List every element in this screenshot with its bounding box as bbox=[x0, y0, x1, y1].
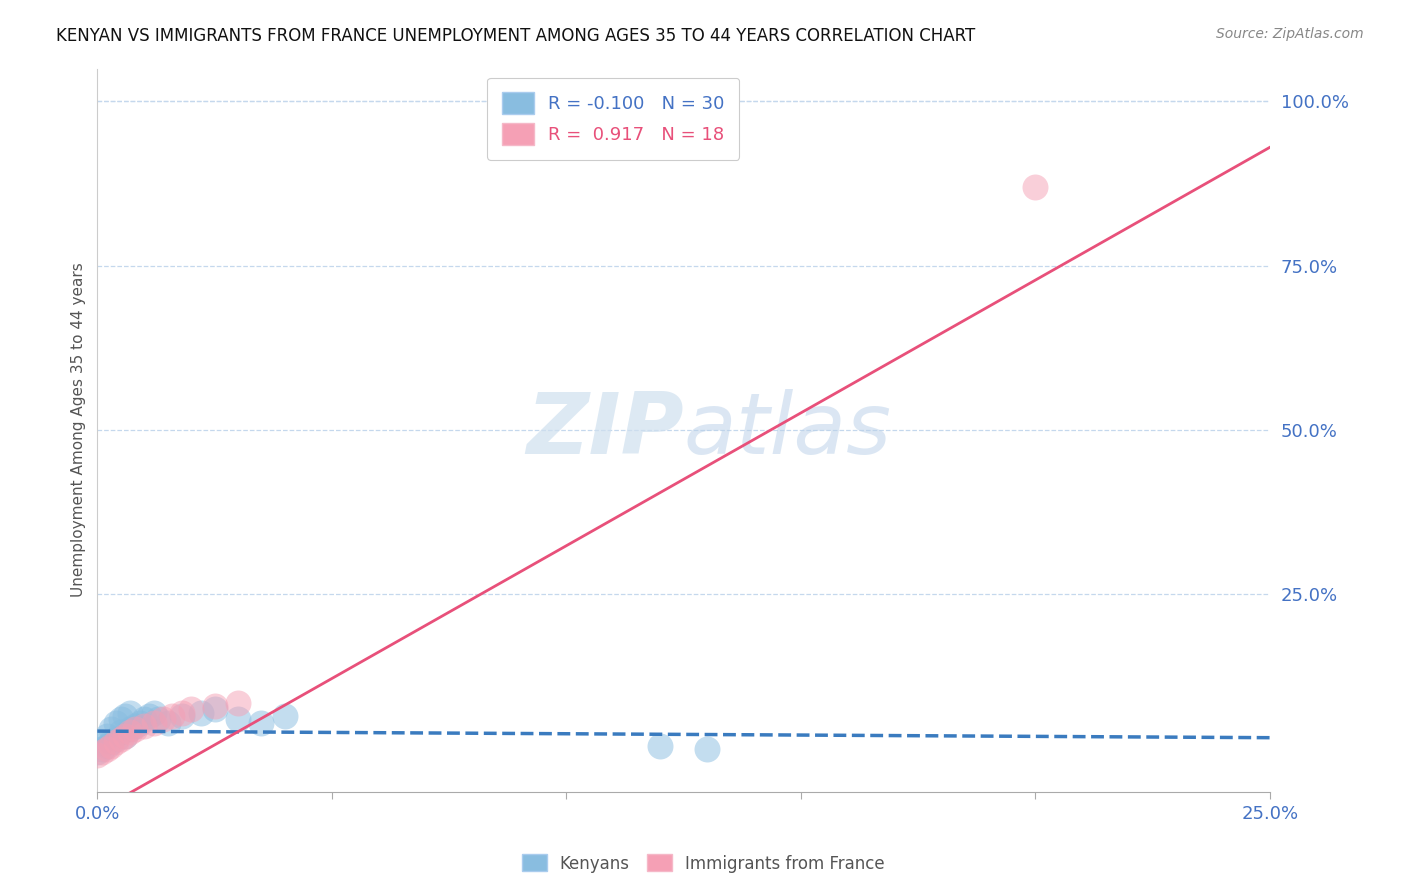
Point bbox=[114, 729, 136, 743]
Point bbox=[120, 706, 142, 720]
Point bbox=[142, 706, 165, 720]
Point bbox=[274, 709, 297, 723]
Text: KENYAN VS IMMIGRANTS FROM FRANCE UNEMPLOYMENT AMONG AGES 35 TO 44 YEARS CORRELAT: KENYAN VS IMMIGRANTS FROM FRANCE UNEMPLO… bbox=[56, 27, 976, 45]
Point bbox=[648, 739, 671, 753]
Point bbox=[105, 715, 128, 730]
Point bbox=[142, 715, 165, 730]
Point bbox=[134, 712, 156, 726]
Point bbox=[114, 729, 136, 743]
Point bbox=[226, 696, 249, 710]
Point bbox=[204, 699, 226, 714]
Legend: Kenyans, Immigrants from France: Kenyans, Immigrants from France bbox=[515, 847, 891, 880]
Legend: R = -0.100   N = 30, R =  0.917   N = 18: R = -0.100 N = 30, R = 0.917 N = 18 bbox=[486, 78, 740, 160]
Point bbox=[96, 739, 118, 753]
Point bbox=[180, 702, 202, 716]
Point bbox=[124, 722, 146, 736]
Y-axis label: Unemployment Among Ages 35 to 44 years: Unemployment Among Ages 35 to 44 years bbox=[72, 262, 86, 598]
Point bbox=[1024, 179, 1046, 194]
Point bbox=[152, 712, 174, 726]
Point bbox=[190, 706, 212, 720]
Point bbox=[120, 725, 142, 739]
Point bbox=[100, 735, 122, 749]
Point bbox=[96, 742, 118, 756]
Point bbox=[696, 742, 718, 756]
Point bbox=[86, 745, 108, 759]
Text: Source: ZipAtlas.com: Source: ZipAtlas.com bbox=[1216, 27, 1364, 41]
Point bbox=[91, 745, 114, 759]
Point bbox=[162, 709, 184, 723]
Point bbox=[170, 706, 193, 720]
Text: ZIP: ZIP bbox=[526, 389, 683, 472]
Point bbox=[120, 722, 142, 736]
Point bbox=[156, 715, 179, 730]
Point bbox=[105, 731, 128, 746]
Point bbox=[100, 722, 122, 736]
Point bbox=[110, 712, 132, 726]
Point bbox=[91, 742, 114, 756]
Point bbox=[148, 712, 170, 726]
Point bbox=[138, 709, 160, 723]
Point bbox=[91, 735, 114, 749]
Point bbox=[226, 712, 249, 726]
Point bbox=[100, 739, 122, 753]
Point bbox=[114, 709, 136, 723]
Point bbox=[250, 715, 273, 730]
Point bbox=[86, 748, 108, 763]
Text: atlas: atlas bbox=[683, 389, 891, 472]
Point bbox=[110, 731, 132, 746]
Point bbox=[134, 719, 156, 733]
Point bbox=[204, 702, 226, 716]
Point bbox=[96, 729, 118, 743]
Point bbox=[128, 715, 150, 730]
Point bbox=[124, 719, 146, 733]
Point bbox=[170, 709, 193, 723]
Point bbox=[105, 735, 128, 749]
Point bbox=[110, 725, 132, 739]
